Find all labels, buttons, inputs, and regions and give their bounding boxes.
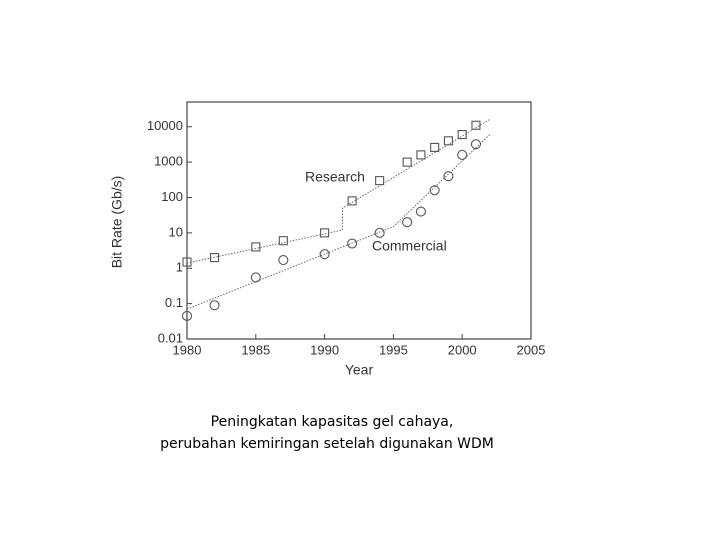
square-point	[457, 130, 467, 140]
square-point	[347, 196, 357, 206]
y-tick-label: 0.1	[165, 295, 183, 310]
y-tick-label: 1	[176, 260, 183, 275]
square-point	[209, 253, 220, 263]
y-tick-label: 10000	[147, 118, 183, 133]
circle-point	[470, 139, 482, 150]
circle-point	[443, 171, 454, 182]
y-tick-label: 0.01	[158, 330, 183, 345]
circle-point	[374, 227, 385, 238]
circle-point	[209, 300, 220, 311]
y-tick-label: 100	[161, 189, 183, 204]
x-tick-label: 2000	[448, 342, 477, 357]
annotation: Research	[305, 169, 365, 185]
square-point	[471, 120, 481, 130]
square-point	[402, 157, 412, 167]
square-point	[430, 142, 440, 152]
y-tick-label: 1000	[154, 154, 183, 169]
y-tick-label: 10	[169, 224, 183, 239]
x-tick-label: 1990	[310, 342, 339, 357]
circle-point	[402, 217, 413, 228]
circle-point	[457, 149, 468, 160]
circle-point	[278, 255, 289, 266]
circle-point	[429, 185, 440, 196]
x-tick-label: 1980	[173, 342, 202, 357]
square-point	[416, 150, 426, 160]
circle-point	[415, 206, 426, 217]
square-point	[375, 176, 385, 186]
square-point	[320, 228, 330, 238]
x-tick-label: 2005	[517, 342, 546, 357]
square-point	[251, 242, 261, 252]
caption: perubahan kemiringan setelah digunakan W…	[160, 436, 494, 452]
annotation: Commercial	[372, 238, 447, 254]
circle-point	[319, 249, 330, 260]
y-axis-label: Bit Rate (Gb/s)	[109, 176, 125, 269]
circle-point	[181, 310, 193, 321]
circle-point	[250, 272, 261, 283]
square-point	[443, 136, 453, 146]
caption: Peningkatan kapasitas gel cahaya,	[211, 414, 454, 430]
square-point	[182, 257, 192, 267]
plot-frame	[186, 101, 532, 340]
trend-line	[186, 134, 491, 310]
circle-point	[347, 238, 358, 249]
x-tick-label: 1985	[241, 342, 270, 357]
x-axis-label: Year	[345, 362, 374, 378]
x-tick-label: 1995	[379, 342, 408, 357]
square-point	[278, 236, 288, 246]
trend-line	[186, 119, 490, 264]
